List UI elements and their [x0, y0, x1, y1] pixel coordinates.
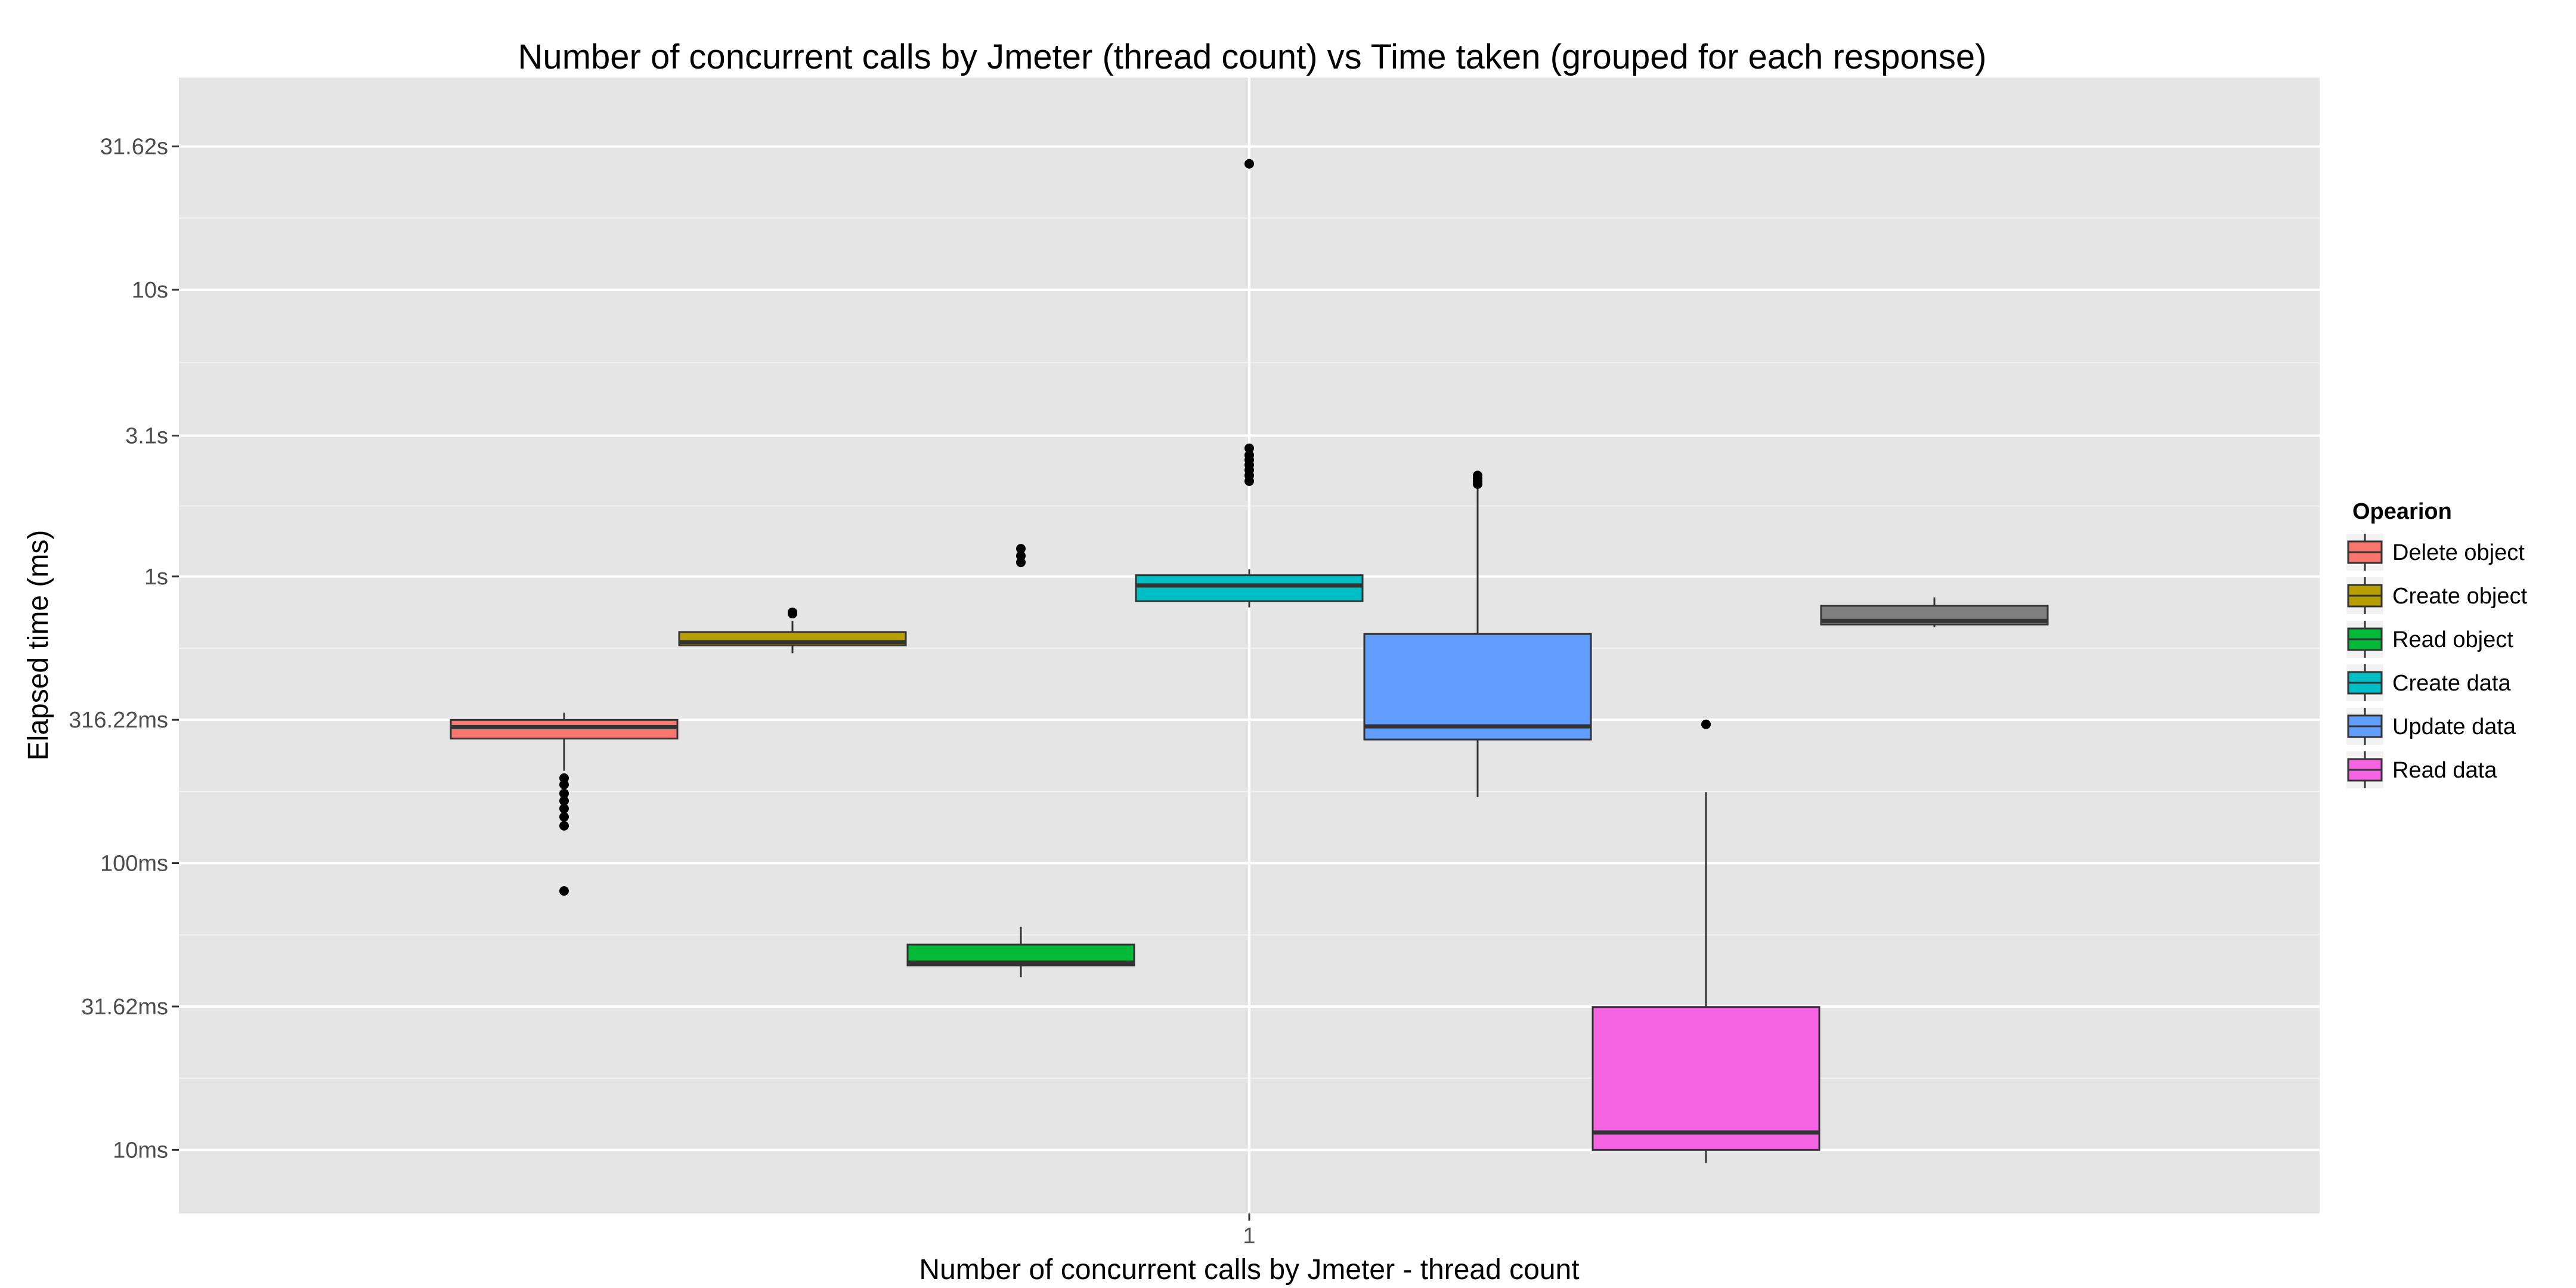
- y-tick-label: 1s: [144, 565, 168, 590]
- y-tick-label: 31.62s: [100, 135, 168, 160]
- box-read-data: [1592, 719, 1820, 1163]
- box-update-data: [1363, 470, 1592, 797]
- y-axis-title: Elapsed time (ms): [23, 530, 54, 761]
- box-iqr: [1135, 574, 1364, 602]
- box-delete-object: [450, 713, 679, 896]
- outlier-point: [559, 788, 569, 798]
- box-iqr: [1592, 1006, 1820, 1151]
- legend-item: Read object: [2346, 621, 2513, 658]
- legend-label: Create object: [2392, 584, 2527, 609]
- box-read-object: [906, 544, 1135, 977]
- x-axis-title: Number of concurrent calls by Jmeter - t…: [919, 1254, 1579, 1286]
- outlier-point: [1701, 719, 1711, 729]
- legend-item: Create object: [2346, 577, 2527, 614]
- x-tick-label: 1: [1243, 1224, 1255, 1249]
- y-tick-label: 100ms: [100, 852, 168, 877]
- y-tick-label: 10s: [132, 278, 168, 303]
- outlier-point: [559, 821, 569, 831]
- box-create-data: [1135, 159, 1364, 608]
- legend-item: Update data: [2346, 708, 2516, 745]
- legend-title: Opearion: [2352, 499, 2452, 524]
- outlier-point: [1016, 544, 1026, 554]
- legend-item: Read data: [2346, 751, 2497, 788]
- grid-layer: [179, 78, 2320, 1213]
- outlier-point: [559, 886, 569, 896]
- legend-label: Read data: [2392, 758, 2497, 783]
- axis-layer: 10ms 31.62ms 100ms 316.22ms 1s 3.1s 10s 31.62s 1: [69, 135, 1255, 1249]
- outlier-point: [1244, 443, 1254, 453]
- legend-label: Update data: [2392, 714, 2516, 739]
- outlier-point: [1244, 159, 1254, 169]
- outlier-point: [559, 812, 569, 822]
- legend-label: Create data: [2392, 671, 2511, 696]
- box-create-object: [678, 607, 907, 654]
- outlier-point: [559, 773, 569, 783]
- outlier-point: [788, 607, 797, 617]
- legend: Opearion Delete object Create object Read …: [2346, 499, 2527, 788]
- chart-title: Number of concurrent calls by Jmeter (th…: [518, 38, 1987, 76]
- outlier-point: [559, 795, 569, 806]
- y-tick-label: 3.1s: [125, 424, 168, 449]
- legend-item: Delete object: [2346, 534, 2525, 571]
- legend-items: Delete object Create object Read object Cre…: [2346, 534, 2527, 788]
- outlier-point: [1016, 551, 1026, 561]
- y-tick-label: 31.62ms: [81, 995, 168, 1020]
- box-layer: [450, 159, 2049, 1163]
- outlier-point: [1244, 450, 1254, 460]
- legend-item: Create data: [2346, 664, 2511, 701]
- legend-label: Delete object: [2392, 540, 2525, 565]
- legend-label: Read object: [2392, 627, 2513, 652]
- outlier-point: [559, 804, 569, 814]
- outlier-point: [1473, 470, 1482, 481]
- box-unlabeled: [1820, 597, 2049, 627]
- box-iqr: [1363, 633, 1592, 741]
- y-tick-label: 10ms: [113, 1138, 168, 1163]
- y-tick-label: 316.22ms: [69, 708, 168, 733]
